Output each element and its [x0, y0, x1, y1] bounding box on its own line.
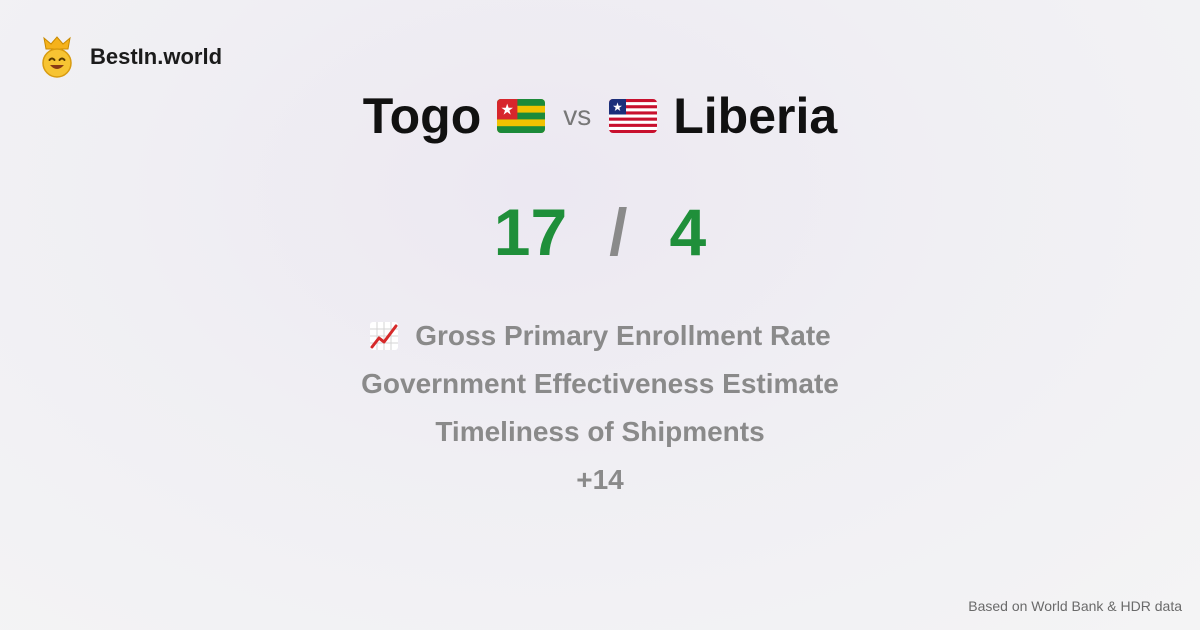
left-country-name: Togo [362, 88, 482, 144]
metric-list: Gross Primary Enrollment Rate Government… [0, 312, 1200, 504]
score-separator: / [609, 195, 628, 269]
metric-item: Government Effectiveness Estimate [361, 360, 839, 408]
crowned-smiley-icon [42, 36, 72, 78]
metric-item: Timeliness of Shipments [435, 408, 764, 456]
vs-label: vs [563, 100, 592, 131]
comparison-title: Togo vs Liberia [0, 84, 1200, 148]
metric-label: Gross Primary Enrollment Rate [415, 320, 831, 351]
more-metrics-count: +14 [576, 456, 624, 504]
metric-label: +14 [576, 464, 624, 495]
left-score: 17 [493, 195, 568, 269]
right-score: 4 [669, 195, 707, 269]
data-source-note: Based on World Bank & HDR data [968, 598, 1182, 614]
chart-increasing-icon [370, 322, 399, 350]
brand-logo[interactable]: BestIn.world [38, 36, 222, 78]
togo-flag-icon [497, 99, 546, 133]
metric-label: Government Effectiveness Estimate [361, 368, 839, 399]
liberia-flag-icon [609, 99, 658, 133]
score-display: 17 / 4 [0, 195, 1200, 269]
right-country-name: Liberia [673, 88, 838, 144]
metric-label: Timeliness of Shipments [435, 416, 765, 447]
brand-name: BestIn.world [90, 44, 223, 69]
metric-item: Gross Primary Enrollment Rate [369, 312, 831, 360]
